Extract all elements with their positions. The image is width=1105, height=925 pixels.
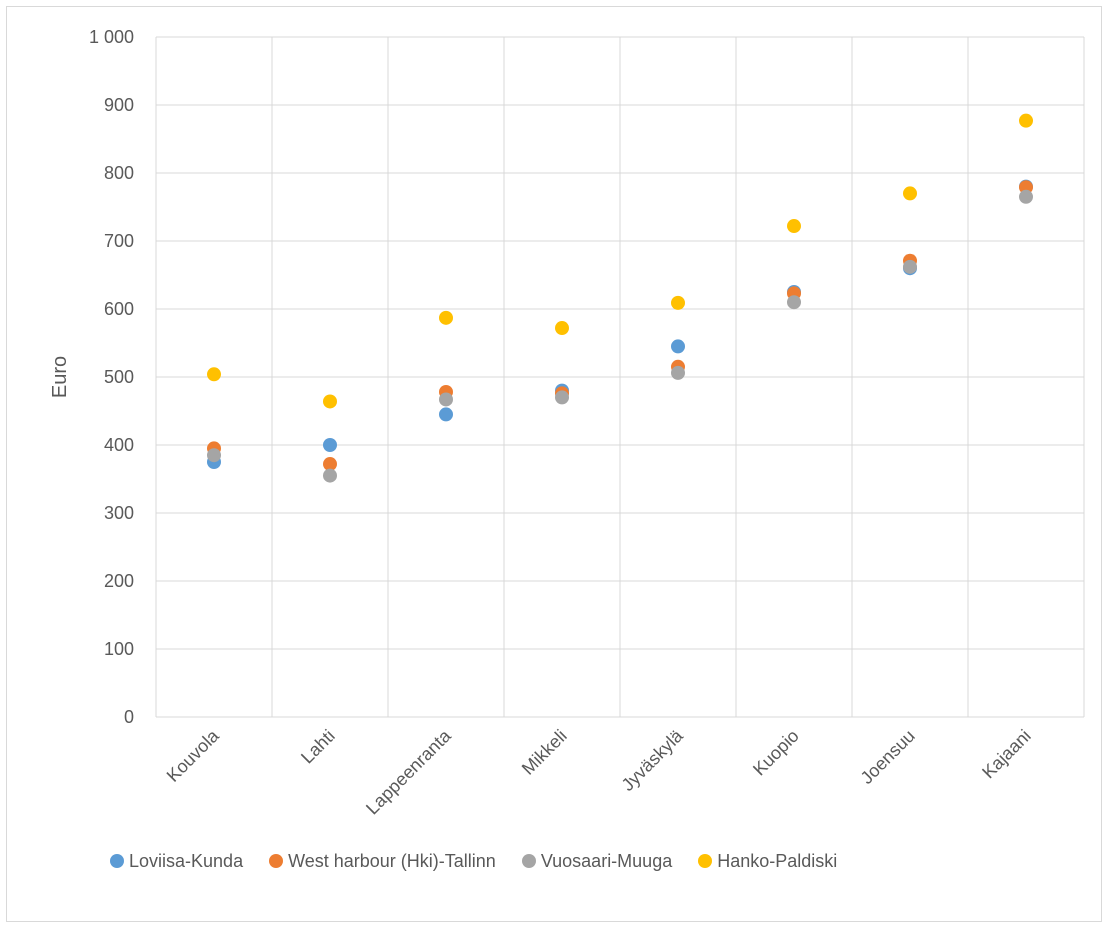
legend-swatch [521,854,536,868]
x-tick-labels: Kouvola Lahti Lappeenranta Mikkeli Jyväskylä… [163,725,1035,818]
point-vuosaari-muuga [439,392,453,407]
point-hanko-paldiski [207,367,221,382]
legend-swatch [110,854,124,868]
legend-item: West harbour (Hki)-Tallinn [269,851,496,872]
legend-swatch [269,854,284,868]
legend-label: Hanko-Paldiski [717,850,838,871]
legend-label: Loviisa-Kunda [129,850,244,871]
x-tick-label: Lahti [297,726,339,768]
y-tick-labels: 0 100 200 300 400 500 600 700 800 900 1 000 [89,27,134,727]
x-tick-label: Kouvola [163,725,224,786]
y-tick-label: 200 [104,571,134,591]
y-tick-label: 400 [104,435,134,455]
point-west-harbour-hki-tallinn [323,457,337,472]
point-hanko-paldiski [787,219,801,234]
y-tick-label: 100 [104,639,134,659]
x-tick-label: Kuopio [749,726,803,780]
point-vuosaari-muuga [903,259,917,274]
legend-item: Loviisa-Kunda [110,851,243,872]
point-vuosaari-muuga [787,295,801,310]
y-tick-label: 300 [104,503,134,523]
point-vuosaari-muuga [323,468,337,483]
grid-layer [155,36,1085,718]
y-tick-label: 600 [104,299,134,319]
legend: Loviisa-Kunda West harbour (Hki)-Tallinn V… [110,846,1030,876]
point-hanko-paldiski [323,394,337,409]
legend-item: Vuosaari-Muuga [521,850,673,872]
y-tick-label: 800 [104,163,134,183]
point-vuosaari-muuga [1019,189,1033,204]
y-tick-label: 900 [104,95,134,115]
legend-label: Vuosaari-Muuga [540,850,673,871]
point-hanko-paldiski [1019,113,1033,128]
y-tick-label: 1 000 [89,27,134,47]
x-tick-label: Mikkeli [518,726,571,779]
legend-swatch [698,854,713,868]
y-tick-label: 0 [124,707,134,727]
y-axis-title: Euro [49,356,71,398]
point-loviisa-kunda [439,407,453,422]
legend-item: Hanko-Paldiski [698,851,837,872]
chart-frame [6,6,1102,922]
point-vuosaari-muuga [555,390,569,405]
x-tick-label: Jyväskylä [618,725,688,795]
data-points [207,113,1033,483]
point-vuosaari-muuga [671,365,685,380]
point-hanko-paldiski [671,295,685,310]
point-loviisa-kunda [323,438,337,452]
point-vuosaari-muuga [207,448,221,463]
y-tick-label: 700 [104,231,134,251]
y-tick-label: 500 [104,367,134,387]
point-hanko-paldiski [903,186,917,201]
point-hanko-paldiski [439,310,453,325]
point-hanko-paldiski [555,321,569,336]
x-tick-label: Kajaani [978,726,1035,783]
x-tick-label: Joensuu [857,726,919,788]
point-loviisa-kunda [671,339,685,354]
legend-label: West harbour (Hki)-Tallinn [288,850,496,871]
x-tick-label: Lappeenranta [362,725,455,818]
